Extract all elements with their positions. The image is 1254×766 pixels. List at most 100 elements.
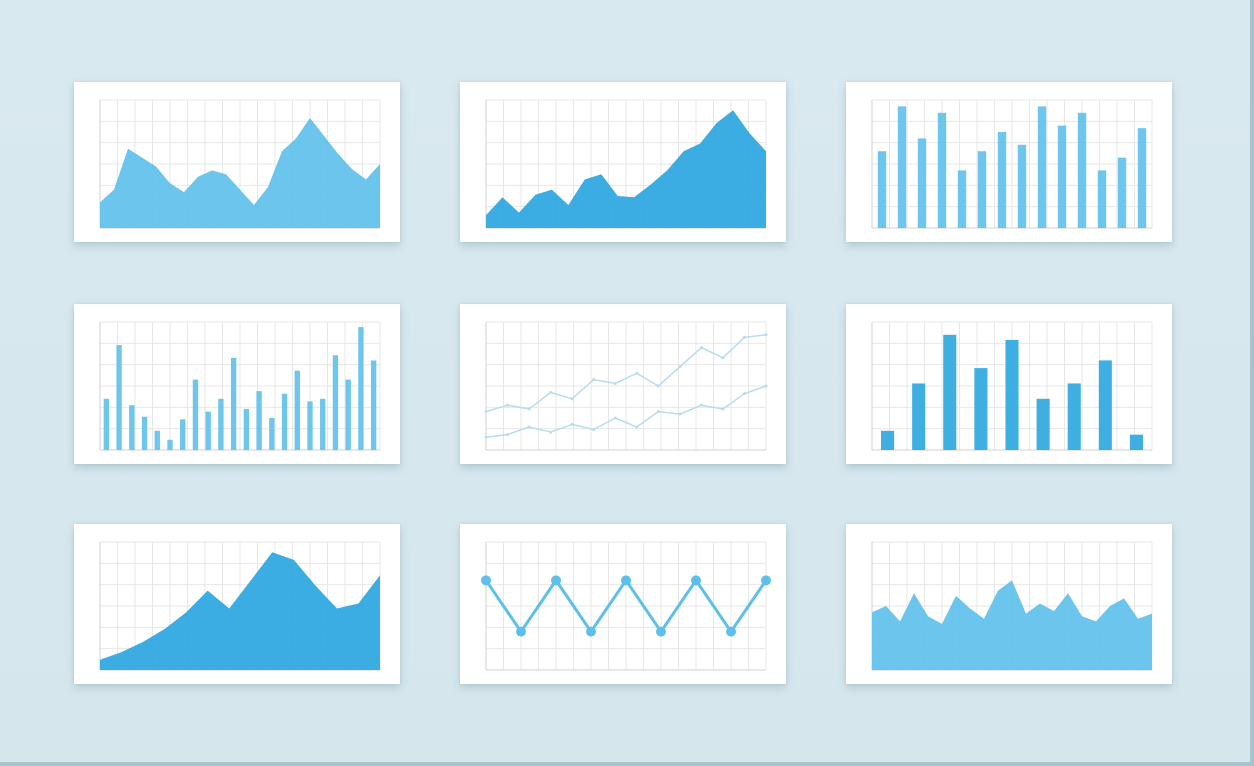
bar-14 [269,418,275,450]
data-point-12 [721,407,725,411]
chart-6-svg [871,321,1153,451]
data-point-1 [481,575,491,586]
bar-12 [1097,170,1107,228]
bar-14 [1137,128,1147,228]
data-point-10 [678,365,682,369]
area-series-1 [872,580,1152,670]
bar-7 [1067,383,1081,450]
chart-3-svg [871,99,1153,229]
bar-5 [957,170,967,228]
bar-12 [243,409,250,450]
data-point-14 [764,333,768,337]
bar-22 [370,360,377,450]
bar-6 [1036,398,1050,450]
bar-7 [997,132,1007,228]
chart-8-svg [481,541,771,671]
bar-7 [180,419,186,450]
bar-1 [881,430,895,450]
bar-2 [897,106,907,228]
bar-19 [332,355,339,450]
data-point-3 [527,425,531,429]
bar-17 [307,401,313,450]
grid-lines [485,541,767,671]
data-point-1 [484,435,488,439]
bar-8 [1098,360,1112,450]
data-point-8 [726,626,736,637]
data-point-5 [570,397,574,401]
data-point-9 [656,410,660,414]
chart-card-5 [460,304,786,464]
bar-10 [218,398,224,450]
data-point-3 [527,407,531,411]
bar-16 [294,370,300,450]
bar-4 [937,112,947,228]
chart-4-svg [99,321,381,451]
chart-card-4 [74,304,400,464]
chart-card-2 [460,82,786,242]
data-point-7 [691,575,701,586]
chart-card-8 [460,524,786,684]
data-point-14 [764,384,768,388]
grid-lines [485,321,767,451]
bar-11 [1077,112,1087,228]
bar-13 [256,391,262,450]
data-point-2 [506,403,510,407]
bar-11 [230,357,237,450]
bar-15 [281,393,288,450]
bar-3 [129,405,135,450]
chart-9-svg [871,541,1153,671]
data-point-4 [586,626,596,637]
chart-7-svg [99,541,381,671]
line-series-2 [485,385,767,438]
data-point-4 [549,430,553,434]
data-point-13 [742,392,746,396]
chart-card-6 [846,304,1172,464]
data-point-2 [516,626,526,637]
data-point-4 [549,390,553,394]
bar-9 [205,411,211,450]
data-point-7 [613,381,617,385]
data-point-5 [570,422,574,426]
bar-8 [1017,144,1027,228]
area-series-1 [100,552,380,670]
bar-18 [320,398,326,450]
bar-20 [345,379,351,450]
bar-2 [116,345,122,450]
data-point-8 [635,425,639,429]
data-point-13 [742,335,746,339]
data-point-9 [761,575,771,586]
bar-6 [167,439,173,450]
data-point-7 [613,416,617,420]
bar-8 [192,379,199,450]
data-point-11 [699,403,703,407]
data-point-9 [656,384,660,388]
line-series-1 [485,334,767,413]
bar-10 [1057,125,1067,228]
bar-3 [943,334,957,450]
bar-4 [141,416,148,450]
bar-13 [1117,157,1127,228]
bar-9 [1037,106,1047,228]
chart-1-svg [99,99,381,229]
data-point-1 [484,410,488,414]
data-point-6 [592,378,596,382]
bar-5 [154,430,160,450]
data-point-2 [506,433,510,437]
data-point-6 [656,626,666,637]
bar-2 [912,383,926,450]
chart-card-9 [846,524,1172,684]
bar-5 [1005,339,1019,450]
bar-4 [974,368,988,450]
chart-5-svg [484,321,768,451]
area-series-1 [486,110,766,228]
chart-card-1 [74,82,400,242]
bar-3 [917,138,927,228]
area-series-1 [100,117,380,228]
bar-6 [977,151,987,228]
data-point-12 [721,356,725,360]
data-point-5 [621,575,631,586]
chart-2-svg [485,99,767,229]
data-point-8 [635,371,639,375]
bar-21 [358,327,364,450]
bar-1 [103,398,110,450]
